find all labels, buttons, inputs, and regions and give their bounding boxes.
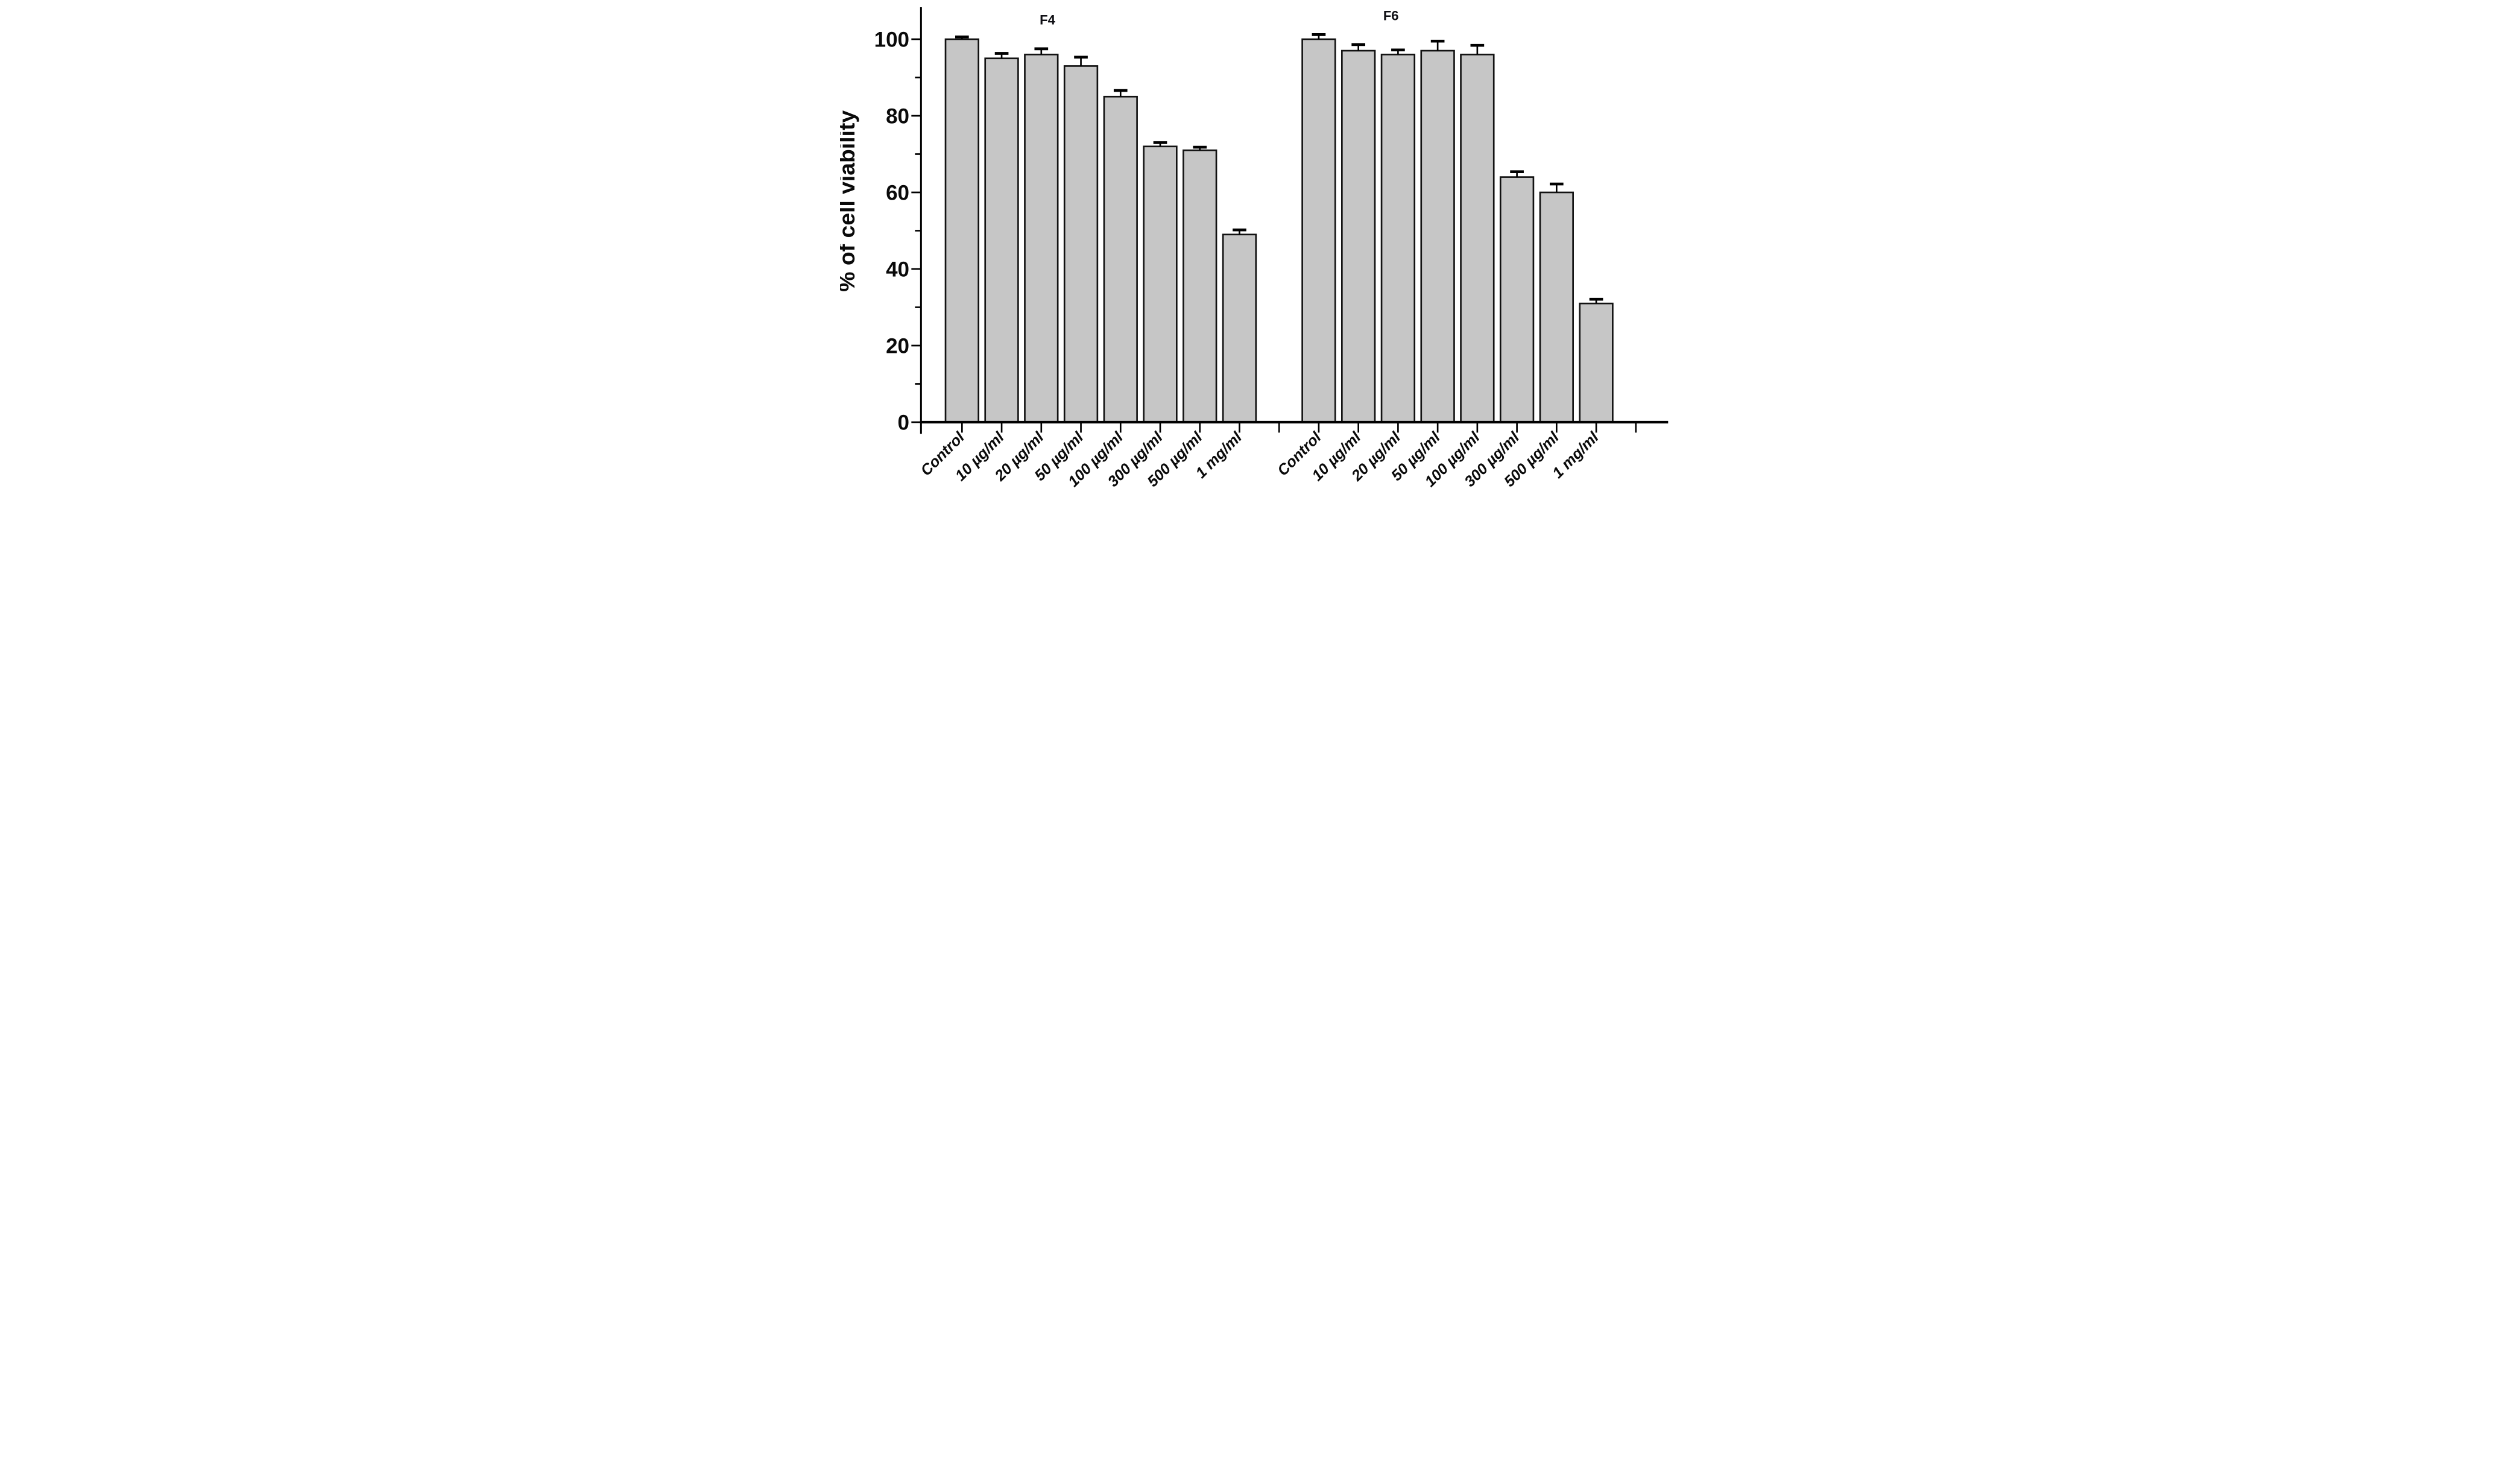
bar-f4-2 xyxy=(984,57,1019,423)
bar-f4-3 xyxy=(1024,54,1059,423)
bar-f4-4 xyxy=(1063,65,1099,423)
bar-f6-5 xyxy=(1460,54,1495,423)
bar-f4-8 xyxy=(1222,233,1257,423)
y-tick-label: 100 xyxy=(874,28,909,51)
y-tick-label: 20 xyxy=(886,334,909,358)
bar-f4-7 xyxy=(1183,149,1217,423)
group-title-f4: F4 xyxy=(1040,13,1055,28)
bar-f6-8 xyxy=(1579,302,1614,423)
bar-f6-1 xyxy=(1301,38,1336,423)
y-axis-title: % of cell viability xyxy=(840,110,859,292)
group-title-f6: F6 xyxy=(1383,8,1399,23)
bar-f6-4 xyxy=(1420,49,1455,423)
bar-f6-7 xyxy=(1539,191,1574,423)
bar-f4-5 xyxy=(1103,95,1138,423)
bar-f6-2 xyxy=(1341,49,1376,423)
y-tick-label: 60 xyxy=(886,181,909,204)
bar-f6-3 xyxy=(1380,54,1416,423)
y-tick-label: 40 xyxy=(886,258,909,281)
bar-f4-6 xyxy=(1143,145,1178,423)
y-tick-label: 0 xyxy=(898,411,909,434)
y-tick-label: 80 xyxy=(886,104,909,128)
bar-f6-6 xyxy=(1499,176,1535,423)
figure: 0 20 40 60 80 100 Control 10 µg/ml 20 µg/ml 50 µg… xyxy=(840,0,1680,492)
bar-f4-1 xyxy=(944,38,980,423)
